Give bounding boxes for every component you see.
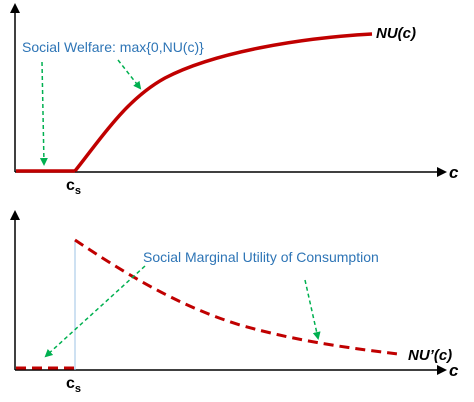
top-annotation: Social Welfare: max{0,NU(c)}	[22, 39, 204, 55]
bottom-panel: NU’(c) c cs Social Marginal Utility of C…	[10, 210, 459, 395]
top-annotation-arrow-right	[117, 59, 142, 90]
top-annotation-arrow-left	[39, 61, 48, 166]
top-nu-curve	[73, 32, 373, 173]
top-x-axis-letter: c	[449, 163, 459, 182]
bottom-annotation-arrow-right	[304, 279, 321, 340]
top-threshold-label: cs	[66, 177, 81, 197]
bottom-annotation: Social Marginal Utility of Consumption	[143, 249, 379, 265]
bottom-threshold-label: cs	[66, 375, 81, 395]
top-curve-label: NU(c)	[376, 25, 416, 42]
bottom-annotation-arrow-left	[44, 265, 146, 358]
bottom-x-axis-letter: c	[449, 361, 459, 380]
bottom-marginal-curve	[74, 238, 399, 356]
top-panel: NU(c) c cs Social Welfare: max{0,NU(c)}	[10, 3, 459, 197]
bottom-curve-label: NU’(c)	[408, 347, 452, 364]
